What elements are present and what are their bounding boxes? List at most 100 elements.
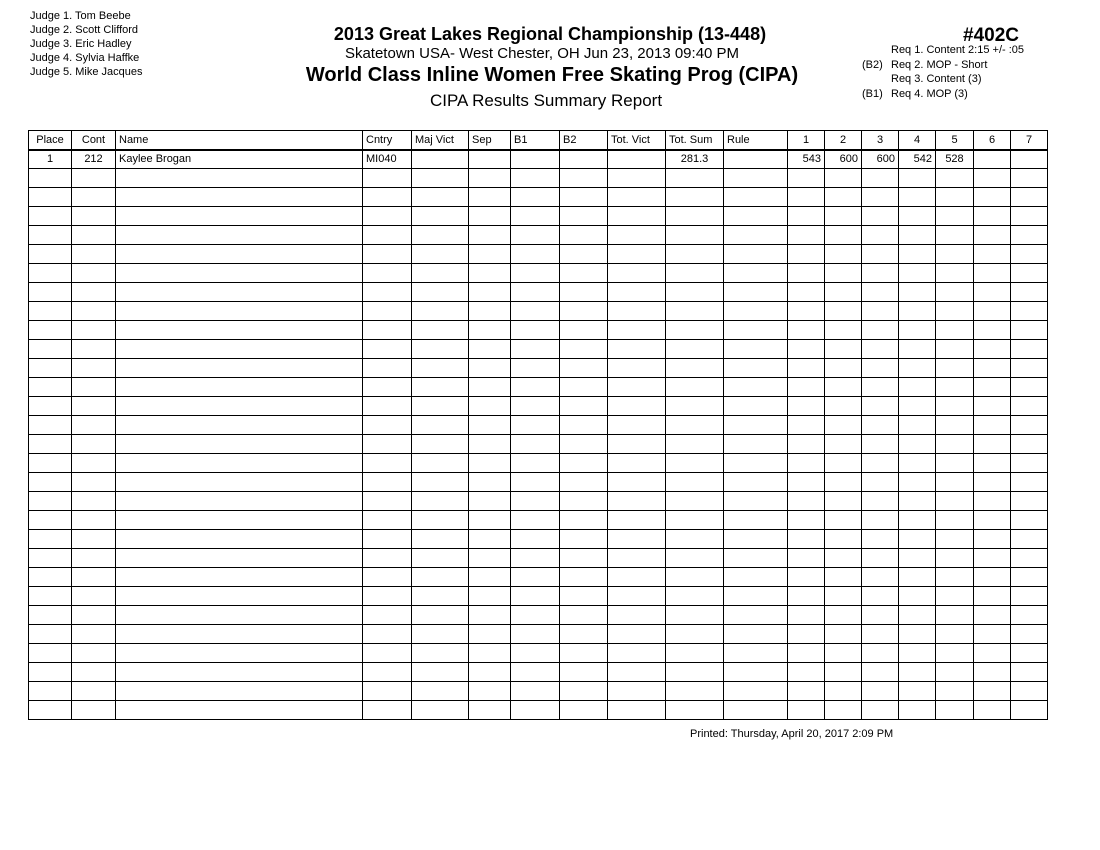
- table-cell: [71, 415, 116, 435]
- table-cell: [898, 662, 936, 682]
- table-cell: [28, 567, 72, 587]
- table-cell: [665, 282, 724, 302]
- table-cell: [1010, 263, 1048, 283]
- table-cell: [559, 225, 608, 245]
- table-cell: [71, 339, 116, 359]
- table-cell: [723, 605, 788, 625]
- table-cell: [824, 605, 862, 625]
- table-cell: [973, 472, 1011, 492]
- table-cell: [559, 510, 608, 530]
- table-cell: [861, 263, 899, 283]
- table-cell: [468, 187, 511, 207]
- table-cell: [510, 168, 560, 188]
- table-cell: [1010, 491, 1048, 511]
- table-cell: [973, 567, 1011, 587]
- table-cell: [411, 491, 469, 511]
- table-cell: [861, 377, 899, 397]
- table-row: [28, 301, 1048, 321]
- table-cell: [411, 320, 469, 340]
- table-cell: [898, 548, 936, 568]
- table-cell: [411, 263, 469, 283]
- table-cell: [973, 605, 1011, 625]
- table-cell: [787, 662, 825, 682]
- table-cell: [787, 187, 825, 207]
- table-cell: [607, 567, 666, 587]
- table-cell: [787, 263, 825, 283]
- column-header: Sep: [468, 130, 511, 151]
- table-cell: [607, 339, 666, 359]
- table-cell: [1010, 529, 1048, 549]
- table-cell: [723, 263, 788, 283]
- table-cell: [510, 225, 560, 245]
- table-cell: [607, 282, 666, 302]
- table-cell: [824, 301, 862, 321]
- table-cell: [411, 415, 469, 435]
- table-cell: [115, 643, 363, 663]
- table-cell: [411, 700, 469, 720]
- table-cell: [115, 282, 363, 302]
- table-cell: [28, 662, 72, 682]
- table-cell: [468, 681, 511, 701]
- table-cell: [71, 548, 116, 568]
- table-cell: [607, 301, 666, 321]
- table-cell: [362, 187, 412, 207]
- table-cell: [787, 700, 825, 720]
- table-cell: [559, 415, 608, 435]
- table-cell: [607, 643, 666, 663]
- table-cell: [411, 586, 469, 606]
- table-cell: [723, 586, 788, 606]
- table-cell: [71, 282, 116, 302]
- table-cell: [71, 700, 116, 720]
- table-cell: [411, 529, 469, 549]
- table-cell: [607, 529, 666, 549]
- table-cell: [898, 396, 936, 416]
- table-cell: [115, 358, 363, 378]
- table-cell: [362, 168, 412, 188]
- table-cell: [115, 320, 363, 340]
- table-cell: [973, 282, 1011, 302]
- table-cell: [787, 472, 825, 492]
- table-cell: [559, 320, 608, 340]
- table-cell: [411, 472, 469, 492]
- table-cell: [362, 396, 412, 416]
- table-cell: [723, 662, 788, 682]
- table-cell: [510, 206, 560, 226]
- table-row: [28, 377, 1048, 397]
- table-cell: [510, 643, 560, 663]
- table-cell: [898, 567, 936, 587]
- table-cell: [411, 187, 469, 207]
- table-cell: [411, 168, 469, 188]
- table-cell: [510, 510, 560, 530]
- table-cell: [861, 453, 899, 473]
- table-cell: [723, 472, 788, 492]
- table-cell: [607, 681, 666, 701]
- table-cell: [973, 643, 1011, 663]
- table-cell: [898, 643, 936, 663]
- table-cell: [973, 244, 1011, 264]
- table-cell: [468, 206, 511, 226]
- table-cell: [665, 187, 724, 207]
- table-row: [28, 624, 1048, 644]
- table-cell: [824, 491, 862, 511]
- table-cell: [973, 491, 1011, 511]
- table-cell: [898, 377, 936, 397]
- table-cell: [723, 529, 788, 549]
- table-cell: [898, 206, 936, 226]
- table-row: [28, 472, 1048, 492]
- table-cell: [723, 453, 788, 473]
- table-cell: [411, 377, 469, 397]
- table-cell: [824, 263, 862, 283]
- table-cell: [824, 168, 862, 188]
- table-cell: [607, 548, 666, 568]
- table-cell: [1010, 149, 1048, 169]
- table-cell: [898, 244, 936, 264]
- table-cell: [824, 415, 862, 435]
- table-cell: [28, 643, 72, 663]
- table-cell: [973, 662, 1011, 682]
- table-cell: [28, 320, 72, 340]
- table-cell: [510, 149, 560, 169]
- judge-3: Judge 3. Eric Hadley: [30, 38, 132, 50]
- table-cell: [362, 453, 412, 473]
- table-cell: [510, 529, 560, 549]
- column-header: 5: [935, 130, 974, 151]
